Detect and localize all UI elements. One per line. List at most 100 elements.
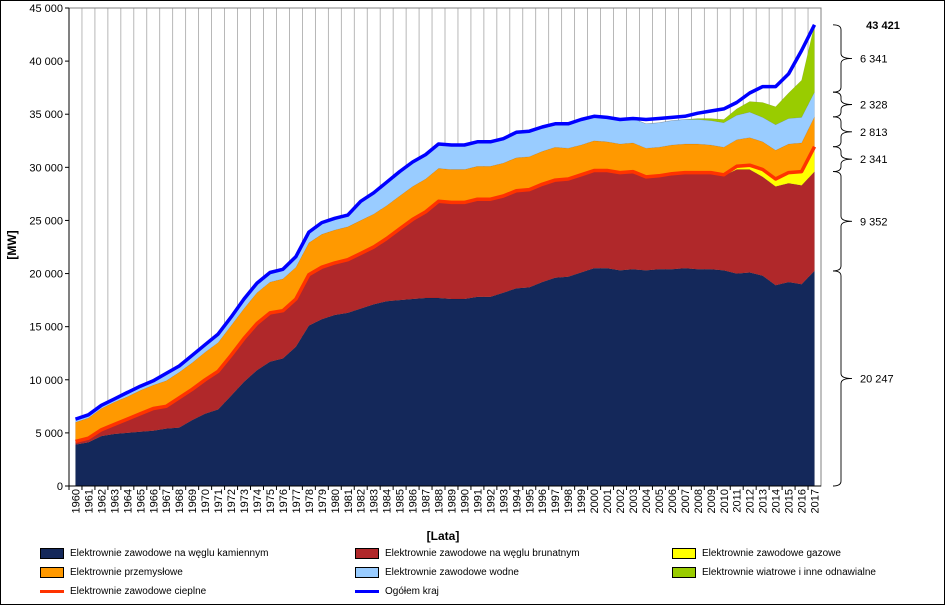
x-tick-label: 1989 (447, 489, 459, 513)
x-tick-label: 2011 (732, 489, 744, 513)
legend-item: Elektrownie przemysłowe (40, 565, 183, 579)
legend-label: Elektrownie zawodowe gazowe (702, 547, 841, 559)
annotations: 43 421 6 341 2 328 2 813 2 341 9 352 20 247 (832, 20, 900, 487)
legend-swatch (672, 547, 696, 559)
x-tick-label: 1992 (485, 489, 497, 513)
x-tick-label: 1991 (472, 489, 484, 513)
legend-label: Elektrownie przemysłowe (70, 566, 183, 578)
legend-swatch (40, 566, 64, 578)
legend-swatch (672, 566, 696, 578)
legend-item: Elektrownie zawodowe na węglu kamiennym (40, 546, 268, 560)
y-tick-label: 20 000 (29, 269, 63, 281)
y-tick-labels: 0 5 000 10 000 15 000 20 000 25 000 30 000 35 0… (29, 3, 69, 493)
legend-label: Elektrownie zawodowe na węglu brunatnym (385, 547, 580, 559)
x-tick-label: 1983 (369, 489, 381, 513)
legend-item: Elektrownie zawodowe cieplne (40, 584, 206, 598)
legend-label: Elektrownie zawodowe cieplne (70, 585, 207, 597)
x-tick-label: 1993 (498, 489, 510, 513)
x-tick-label: 1988 (434, 489, 446, 513)
x-tick-label: 1965 (135, 489, 147, 513)
x-tick-label: 2014 (771, 489, 783, 513)
x-tick-label: 1966 (148, 489, 160, 513)
y-tick-label: 45 000 (29, 3, 63, 15)
x-tick-label: 1984 (382, 489, 394, 513)
y-tick-label: 25 000 (29, 215, 63, 227)
legend: Elektrownie zawodowe na węglu kamiennym E… (40, 546, 920, 602)
x-tick-label: 1968 (174, 489, 186, 513)
brace-label: 9 352 (860, 216, 888, 228)
line-og-em-kraj (74, 24, 817, 421)
legend-item: Ogółem kraj (355, 584, 439, 598)
x-tick-label: 1977 (291, 489, 303, 513)
brace (832, 91, 853, 118)
x-tick-label: 1962 (96, 489, 108, 513)
x-tick-label: 1982 (356, 489, 368, 513)
legend-label: Elektrownie zawodowe na węglu kamiennym (70, 547, 269, 559)
x-tick-label: 1986 (408, 489, 420, 513)
x-tick-label: 2001 (602, 489, 614, 513)
x-tick-label: 2000 (589, 489, 601, 513)
y-axis-title: [MW] (5, 230, 19, 259)
x-tick-label: 1974 (252, 489, 264, 513)
x-tick-label: 1978 (304, 489, 316, 513)
brace-label: 2 341 (860, 154, 888, 166)
line-elektrownie-zawodowe-cieplne (75, 145, 817, 444)
x-tick-label: 1995 (524, 489, 536, 513)
brace-label: 20 247 (860, 373, 894, 385)
legend-label: Ogółem kraj (385, 585, 439, 597)
y-tick-label: 0 (57, 481, 63, 493)
x-tick-label: 2013 (758, 489, 770, 513)
x-tick-label: 1975 (265, 489, 277, 513)
x-tick-label: 2005 (654, 489, 666, 513)
brace-label: 2 813 (860, 127, 888, 139)
x-tick-label: 2002 (615, 489, 627, 513)
legend-item: Elektrownie zawodowe na węglu brunatnym (355, 546, 580, 560)
brace (832, 171, 853, 272)
brace (832, 24, 853, 93)
legend-label: Elektrownie wiatrowe i inne odnawialne (702, 566, 876, 578)
x-tick-label: 2004 (641, 489, 653, 513)
x-tick-label: 1996 (537, 489, 549, 513)
legend-swatch (355, 547, 379, 559)
x-tick-label: 1960 (71, 489, 83, 513)
legend-swatch (40, 589, 64, 593)
x-axis-title: [Lata] (427, 529, 460, 543)
brace (832, 146, 853, 173)
x-tick-label: 1981 (343, 489, 355, 513)
legend-item: Elektrownie zawodowe wodne (355, 565, 519, 579)
x-tick-label: 1964 (122, 489, 134, 513)
x-tick-label: 1963 (109, 489, 121, 513)
legend-swatch (355, 566, 379, 578)
x-tick-label: 1970 (200, 489, 212, 513)
x-tick-label: 1972 (226, 489, 238, 513)
legend-swatch (40, 547, 64, 559)
y-tick-label: 30 000 (29, 162, 63, 174)
x-tick-label: 2006 (667, 489, 679, 513)
x-tick-label: 1994 (511, 489, 523, 513)
x-tick-labels: 1960 1961 1962 1963 1964 1965 1966 1967 1968 1969… (68, 486, 822, 513)
y-tick-label: 5 000 (35, 428, 63, 440)
x-tick-label: 1987 (421, 489, 433, 513)
x-tick-label: 2015 (784, 489, 796, 513)
legend-swatch (355, 589, 379, 593)
legend-item: Elektrownie wiatrowe i inne odnawialne (672, 565, 876, 579)
x-tick-label: 1967 (161, 489, 173, 513)
x-tick-label: 1961 (83, 489, 95, 513)
x-tick-label: 2008 (693, 489, 705, 513)
brace-label: 2 328 (860, 99, 888, 111)
x-tick-label: 2010 (719, 489, 731, 513)
x-tick-label: 2003 (628, 489, 640, 513)
brace (832, 116, 853, 148)
brace (832, 270, 853, 487)
x-tick-label: 1976 (278, 489, 290, 513)
brace-label: 6 341 (860, 53, 888, 65)
x-tick-label: 2007 (680, 489, 692, 513)
total-label: 43 421 (866, 20, 900, 32)
y-tick-label: 40 000 (29, 56, 63, 68)
y-tick-label: 15 000 (29, 322, 63, 334)
legend-item: Elektrownie zawodowe gazowe (672, 546, 841, 560)
y-tick-label: 35 000 (29, 109, 63, 121)
x-tick-label: 1998 (563, 489, 575, 513)
x-tick-label: 1997 (550, 489, 562, 513)
